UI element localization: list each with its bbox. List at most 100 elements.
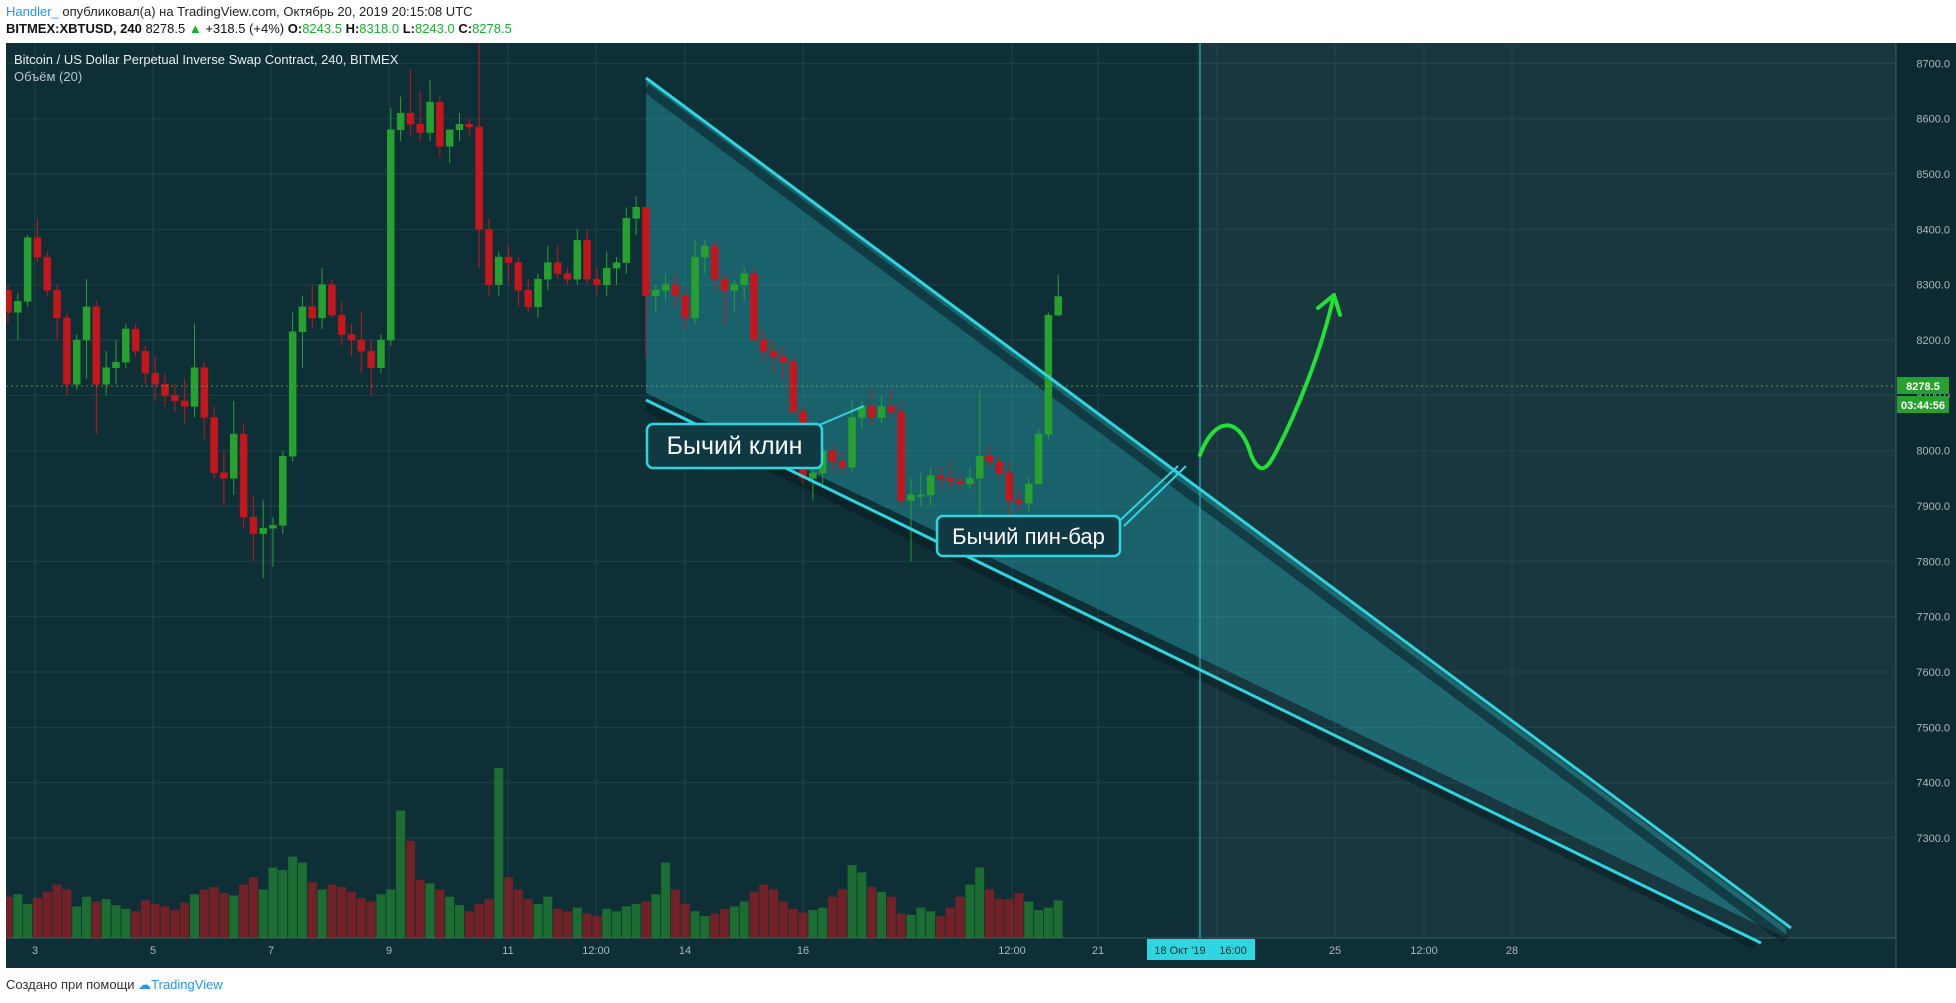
candle-body (377, 339, 385, 368)
volume-bar (248, 877, 258, 938)
volume-bar (631, 904, 641, 938)
price-chart[interactable]: Бычий клин Бычий пин-бар 7300.07400.0750… (6, 43, 1956, 968)
volume-bar (209, 887, 219, 938)
volume-bar (52, 884, 62, 938)
volume-bar (258, 889, 268, 938)
volume-bar (680, 904, 690, 938)
close-value: 8278.5 (472, 21, 512, 36)
volume-bar (582, 913, 592, 938)
volume-bar (739, 901, 749, 938)
volume-bar (121, 908, 131, 938)
candle-body (1034, 433, 1043, 485)
candle-body (308, 306, 317, 319)
candle-body (151, 372, 159, 385)
volume-bar (415, 879, 425, 938)
wedge-upper-line (645, 76, 1792, 930)
low-label: L: (402, 21, 415, 36)
low-value: 8243.0 (414, 21, 455, 36)
volume-bar (170, 910, 180, 938)
time-tick-label: 14 (679, 945, 691, 957)
candle-body (406, 112, 415, 125)
time-tick-label: 16 (797, 945, 809, 957)
crosshair-time-text: 16:00 (1219, 945, 1247, 957)
candle-body (544, 262, 552, 280)
candle-body (514, 262, 523, 291)
candle-body (445, 129, 454, 147)
candle-body (43, 256, 52, 291)
volume-bar (896, 913, 906, 938)
price-tick-label: 7500.0 (1916, 722, 1950, 734)
pinbar-callout[interactable] (935, 514, 1122, 558)
candle-body (436, 101, 444, 147)
wedge-upper-shadow (643, 84, 1789, 944)
volume-bar (356, 897, 366, 938)
volume-bar (1024, 901, 1034, 938)
candle-body (661, 284, 670, 291)
candle-body (701, 245, 709, 258)
candle-body (82, 306, 91, 341)
volume-bar (886, 896, 896, 938)
candle-body (220, 472, 228, 479)
price-tick-label: 8200.0 (1916, 335, 1950, 347)
candle-body (269, 525, 277, 529)
volume-bar (327, 884, 337, 938)
candle-body (387, 129, 395, 341)
candle-body (298, 306, 307, 332)
time-tick-label: 11 (502, 945, 513, 957)
volume-bar (935, 916, 945, 938)
candle-body (720, 278, 729, 291)
candle-body (161, 384, 169, 396)
price-tick-label: 8500.0 (1916, 169, 1950, 181)
volume-bar (464, 911, 474, 938)
volume-bar (484, 899, 494, 938)
volume-bar (72, 906, 82, 938)
wedge-lower-shadow (644, 402, 1758, 950)
candle-body (426, 101, 434, 133)
volume-bar (140, 900, 150, 938)
volume-bar (189, 894, 199, 938)
tradingview-logo-icon[interactable]: ☁ (138, 977, 152, 992)
candle-body (593, 278, 601, 285)
volume-bar (504, 877, 514, 938)
volume-bar (926, 911, 936, 938)
candle-body (612, 262, 621, 269)
candle-body (828, 450, 837, 463)
volume-bar (23, 904, 33, 938)
volume-bar (759, 884, 769, 938)
volume-bar (180, 902, 190, 938)
volume-bar (1053, 900, 1063, 938)
volume-bar (386, 889, 396, 938)
time-tick-label: 12:00 (998, 945, 1026, 957)
price-axis-panel[interactable] (1896, 43, 1956, 968)
volume-bar (572, 907, 582, 938)
candle-body (975, 455, 984, 479)
candle-body (652, 289, 660, 297)
price-tick-label: 7300.0 (1916, 833, 1950, 845)
price-tick-label: 7400.0 (1916, 778, 1950, 790)
candle-body (72, 339, 81, 385)
candle-body (681, 295, 689, 319)
candle-body (357, 339, 366, 352)
volume-bar (994, 899, 1004, 938)
last-price-badge (1897, 377, 1949, 394)
candle-body (632, 206, 640, 219)
candle-body (6, 289, 12, 313)
volume-bar (1014, 893, 1024, 938)
tradingview-logo-text[interactable]: TradingView (151, 977, 223, 992)
symbol-line: BITMEX:XBTUSD, 240 8278.5 ▲ +318.5 (+4%)… (6, 21, 512, 36)
candle-body (102, 367, 110, 385)
candle-body (92, 306, 101, 385)
volume-bar (749, 891, 759, 938)
candle-body (887, 406, 896, 413)
candle-body (779, 356, 788, 363)
wedge-callout[interactable] (645, 422, 824, 470)
candle-body (171, 395, 179, 402)
author-link[interactable]: Handler_ (6, 4, 59, 19)
volume-bar (798, 912, 808, 938)
candle-body (534, 278, 542, 308)
candle-body (455, 123, 464, 131)
candle-body (573, 240, 582, 280)
volume-bar (818, 907, 828, 938)
volume-bar (788, 908, 798, 938)
volume-bars (6, 768, 1063, 938)
